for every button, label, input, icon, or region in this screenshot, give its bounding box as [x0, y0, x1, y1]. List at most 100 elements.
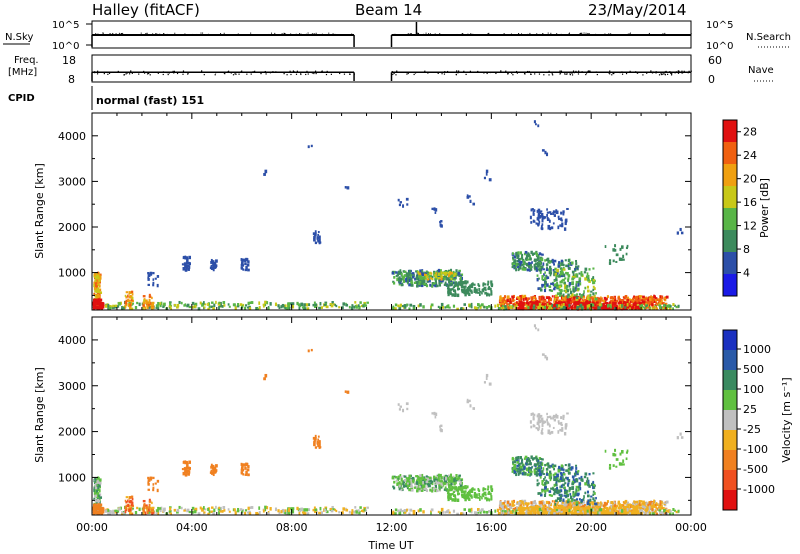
velocity-cell: [515, 502, 519, 505]
power-cell: [125, 291, 129, 294]
nave-point: [313, 72, 315, 75]
power-cell: [403, 304, 407, 307]
power-cell: [667, 304, 671, 308]
velocity-cell: [544, 489, 546, 493]
power-cell: [532, 212, 535, 216]
power-cell: [464, 294, 467, 297]
power-cell: [592, 267, 595, 270]
velocity-cell: [565, 476, 567, 480]
velocity-cell: [395, 476, 398, 479]
power-cell: [567, 298, 570, 302]
power-cell: [184, 256, 187, 260]
velocity-cell: [466, 493, 469, 496]
power-cell: [615, 253, 619, 257]
power-cell: [645, 304, 647, 308]
power-cell: [623, 300, 626, 304]
power-cell: [94, 272, 97, 276]
velocity-cell: [443, 488, 447, 491]
velocity-cell: [512, 467, 516, 470]
nave-point: [129, 73, 131, 75]
power-cell: [96, 274, 99, 279]
velocity-cell: [535, 457, 538, 461]
velocity-cell: [559, 469, 562, 472]
power-colorbar-label: Power [dB]: [758, 178, 771, 238]
velocity-cell: [470, 495, 473, 498]
power-cell: [519, 303, 522, 306]
velocity-cell: [418, 485, 422, 488]
nave-label: Nave: [748, 65, 774, 76]
velocity-cell: [525, 459, 529, 464]
power-cell: [317, 233, 320, 237]
power-cell: [129, 291, 132, 294]
power-cell: [558, 275, 561, 278]
nsky-point: [283, 32, 285, 34]
velocity-cell: [145, 506, 148, 509]
power-cell: [478, 304, 481, 308]
nave-point: [585, 72, 588, 74]
nave-point: [343, 73, 346, 75]
power-colorbar-swatch: [723, 142, 737, 165]
velocity-cell: [222, 505, 226, 510]
nsky-point: [145, 33, 147, 35]
velocity-cell: [157, 506, 160, 511]
nave-point: [512, 71, 514, 74]
power-cell: [523, 268, 527, 271]
power-cell: [540, 261, 543, 265]
power-cell: [630, 300, 633, 303]
velocity-cell: [464, 498, 467, 502]
power-cell: [439, 278, 443, 283]
nsky-point: [271, 32, 273, 34]
nsky-point: [580, 33, 582, 35]
power-cell: [567, 264, 570, 268]
power-cell: [629, 307, 631, 311]
velocity-cell: [434, 485, 437, 488]
power-cell: [658, 299, 662, 303]
power-cell: [435, 275, 438, 279]
power-cell: [186, 258, 189, 263]
power-cell: [188, 255, 192, 260]
velocity-cell: [306, 512, 310, 516]
power-cell: [180, 301, 183, 305]
power-cell: [535, 252, 538, 257]
power-cell: [439, 269, 442, 272]
power-cell: [549, 302, 553, 307]
power-cell: [555, 302, 559, 305]
power-cell: [569, 288, 572, 291]
velocity-cell: [664, 501, 667, 505]
nsky-point: [146, 32, 148, 34]
velocity-cell: [142, 509, 145, 512]
power-cell: [96, 273, 99, 276]
velocity-cell: [408, 483, 411, 486]
nave-point: [560, 70, 563, 72]
velocity-cell: [402, 482, 405, 486]
power-cell: [522, 306, 525, 310]
power-cell: [454, 293, 457, 297]
velocity-cell: [517, 455, 520, 460]
power-cell: [447, 274, 450, 278]
power-cell: [589, 293, 592, 297]
nave-point: [275, 71, 277, 73]
velocity-cell: [391, 476, 395, 480]
velocity-cell: [516, 470, 520, 473]
power-cell: [420, 279, 423, 283]
velocity-cell: [241, 468, 245, 472]
nave-point: [127, 71, 129, 74]
velocity-cell: [419, 474, 422, 478]
velocity-cell: [124, 506, 128, 510]
nsky-point: [115, 33, 117, 35]
velocity-cell: [517, 459, 520, 463]
power-cell: [422, 272, 425, 275]
nsky-point: [314, 33, 316, 35]
velocity-cell: [186, 470, 188, 474]
power-cell: [313, 301, 316, 304]
velocity-cell: [539, 414, 543, 417]
velocity-cell: [550, 494, 554, 497]
velocity-cell: [440, 479, 442, 483]
nave-point: [650, 70, 652, 72]
nave-point: [671, 73, 673, 75]
velocity-cell: [539, 475, 542, 479]
velocity-cell: [544, 476, 546, 479]
velocity-cell: [407, 482, 409, 486]
